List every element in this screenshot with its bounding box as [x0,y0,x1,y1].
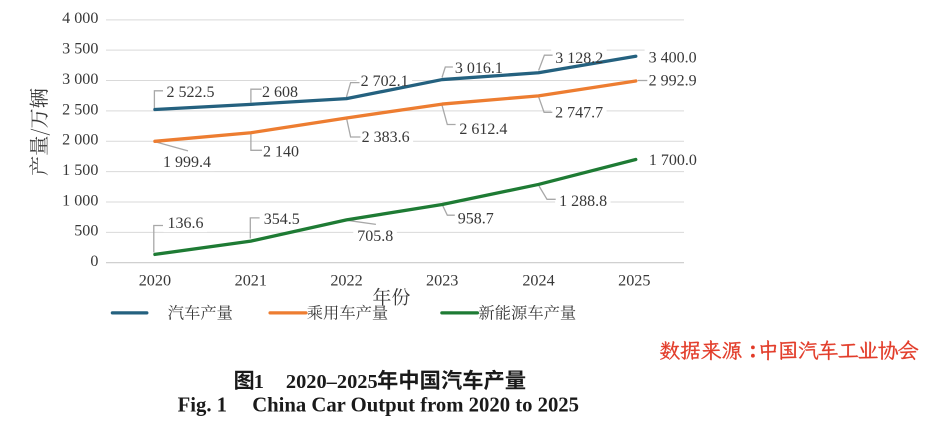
svg-text:1 700.0: 1 700.0 [649,152,697,169]
svg-text:2 500: 2 500 [62,101,98,118]
svg-text:2 522.5: 2 522.5 [167,84,215,101]
svg-text:2025: 2025 [618,272,650,290]
svg-text:2 140: 2 140 [263,143,299,160]
svg-text:136.6: 136.6 [168,215,204,232]
svg-text:3 500: 3 500 [62,41,98,58]
svg-text:3 128.2: 3 128.2 [555,50,603,67]
svg-text:1: 1 [254,371,264,393]
svg-text:354.5: 354.5 [264,211,300,228]
svg-text:2021: 2021 [235,272,267,290]
svg-text:2020: 2020 [139,272,171,290]
svg-text:500: 500 [74,223,98,240]
svg-text:0: 0 [90,253,98,270]
svg-text:3 016.1: 3 016.1 [455,60,503,77]
svg-text:2 747.7: 2 747.7 [555,105,603,122]
svg-text:958.7: 958.7 [458,210,494,227]
svg-text:2 608: 2 608 [262,84,298,101]
svg-text:2 612.4: 2 612.4 [459,121,507,138]
svg-text:2 992.9: 2 992.9 [649,73,697,90]
svg-text:1 500: 1 500 [62,162,98,179]
svg-text:1 288.8: 1 288.8 [559,193,607,210]
svg-text:2024: 2024 [522,272,554,290]
svg-text:3 000: 3 000 [62,71,98,88]
svg-text:2022: 2022 [330,272,362,290]
svg-text:2 383.6: 2 383.6 [362,129,410,146]
svg-text:2 000: 2 000 [62,132,98,149]
svg-text:2020–2025: 2020–2025 [286,371,378,393]
svg-text:2 702.1: 2 702.1 [361,73,409,90]
svg-text:3 400.0: 3 400.0 [649,50,697,67]
svg-text:4 000: 4 000 [62,10,98,27]
svg-text:2023: 2023 [426,272,458,290]
svg-text:1 999.4: 1 999.4 [163,154,211,171]
svg-text:1 000: 1 000 [62,192,98,209]
svg-text:705.8: 705.8 [357,228,393,245]
svg-text:China Car Output from 2020 to: China Car Output from 2020 to 2025 [252,395,579,417]
svg-text:Fig. 1: Fig. 1 [178,395,227,417]
